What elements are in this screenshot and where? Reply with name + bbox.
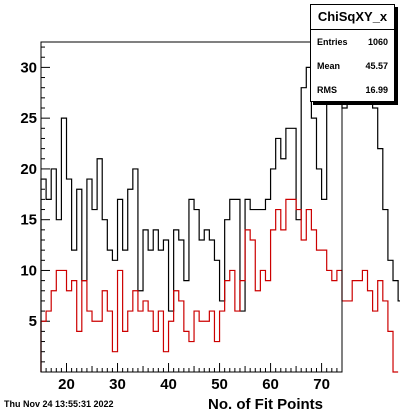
x-tick-label: 30 (109, 376, 126, 393)
x-tick-label: 70 (313, 376, 330, 393)
y-tick-label: 5 (29, 313, 37, 330)
stats-row-entries: Entries 1060 (311, 30, 394, 54)
x-tick-label: 60 (262, 376, 279, 393)
histogram-series-0 (40, 56, 400, 372)
stats-value: 45.57 (365, 61, 388, 71)
timestamp: Thu Nov 24 13:55:31 2022 (4, 399, 114, 409)
y-axis: 5 10 15 20 25 30 (20, 46, 50, 363)
x-axis-label: No. of Fit Points (208, 396, 323, 413)
x-tick-label: 20 (58, 376, 75, 393)
y-tick-label: 30 (20, 59, 37, 76)
stats-label: RMS (317, 85, 337, 95)
y-tick-label: 15 (20, 212, 37, 229)
x-tick-label: 40 (160, 376, 177, 393)
y-tick-label: 10 (20, 262, 37, 279)
histogram-series-1 (40, 198, 399, 373)
stats-label: Entries (317, 37, 348, 47)
plot-frame (40, 41, 343, 373)
stats-value: 16.99 (365, 85, 388, 95)
stats-value: 1060 (367, 37, 388, 47)
y-tick-label: 20 (20, 161, 37, 178)
stats-title: ChiSqXY_x (311, 5, 394, 30)
stats-row-mean: Mean 45.57 (311, 54, 394, 78)
stats-row-rms: RMS 16.99 (311, 78, 394, 102)
series-group (40, 56, 400, 373)
y-tick-label: 25 (20, 110, 37, 127)
stats-box: ChiSqXY_x Entries 1060 Mean 45.57 RMS 16… (310, 4, 395, 102)
stats-label: Mean (317, 61, 341, 71)
x-axis: 20 30 40 50 60 70 (45, 363, 343, 393)
x-tick-label: 50 (211, 376, 228, 393)
